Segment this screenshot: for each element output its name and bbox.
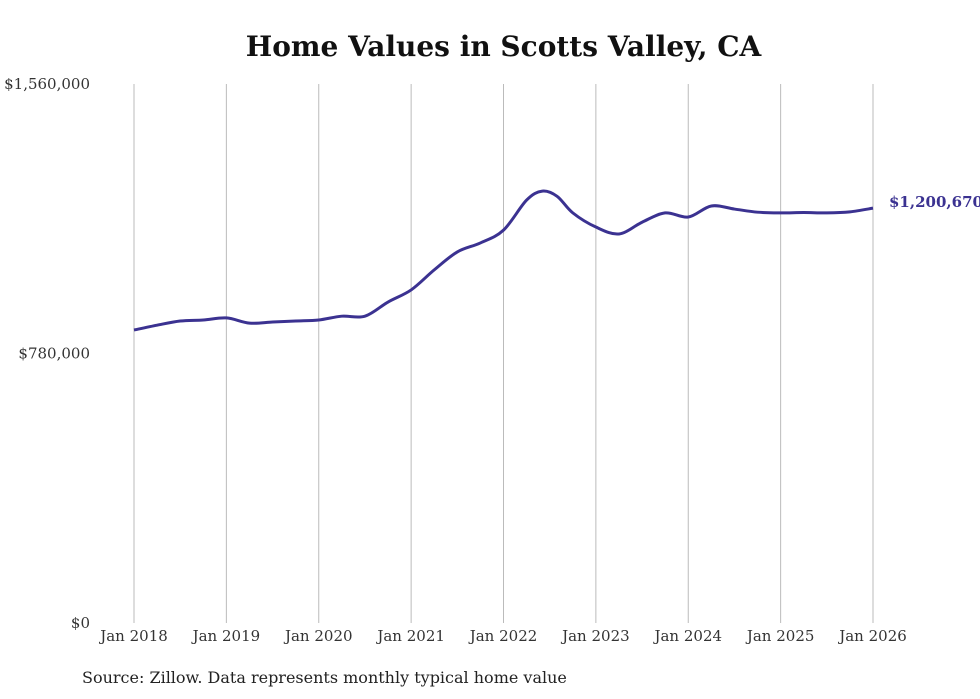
x-tick-label: Jan 2019: [191, 627, 261, 645]
x-tick-label: Jan 2018: [98, 627, 168, 645]
x-tick-label: Jan 2026: [837, 627, 907, 645]
chart-title: Home Values in Scotts Valley, CA: [245, 30, 762, 63]
x-tick-label: Jan 2022: [468, 627, 538, 645]
y-tick-label: $1,560,000: [4, 75, 90, 93]
y-tick-label: $780,000: [18, 345, 90, 363]
data-line: [133, 189, 874, 332]
x-tick-label: Jan 2025: [745, 627, 815, 645]
x-tick-label: Jan 2023: [560, 627, 630, 645]
x-tick-label: Jan 2024: [652, 627, 722, 645]
x-tick-label: Jan 2020: [283, 627, 353, 645]
x-tick-label: Jan 2021: [375, 627, 445, 645]
y-tick-label: $0: [71, 614, 90, 632]
end-value-label: $1,200,670: [889, 193, 980, 211]
source-note: Source: Zillow. Data represents monthly …: [82, 668, 567, 687]
